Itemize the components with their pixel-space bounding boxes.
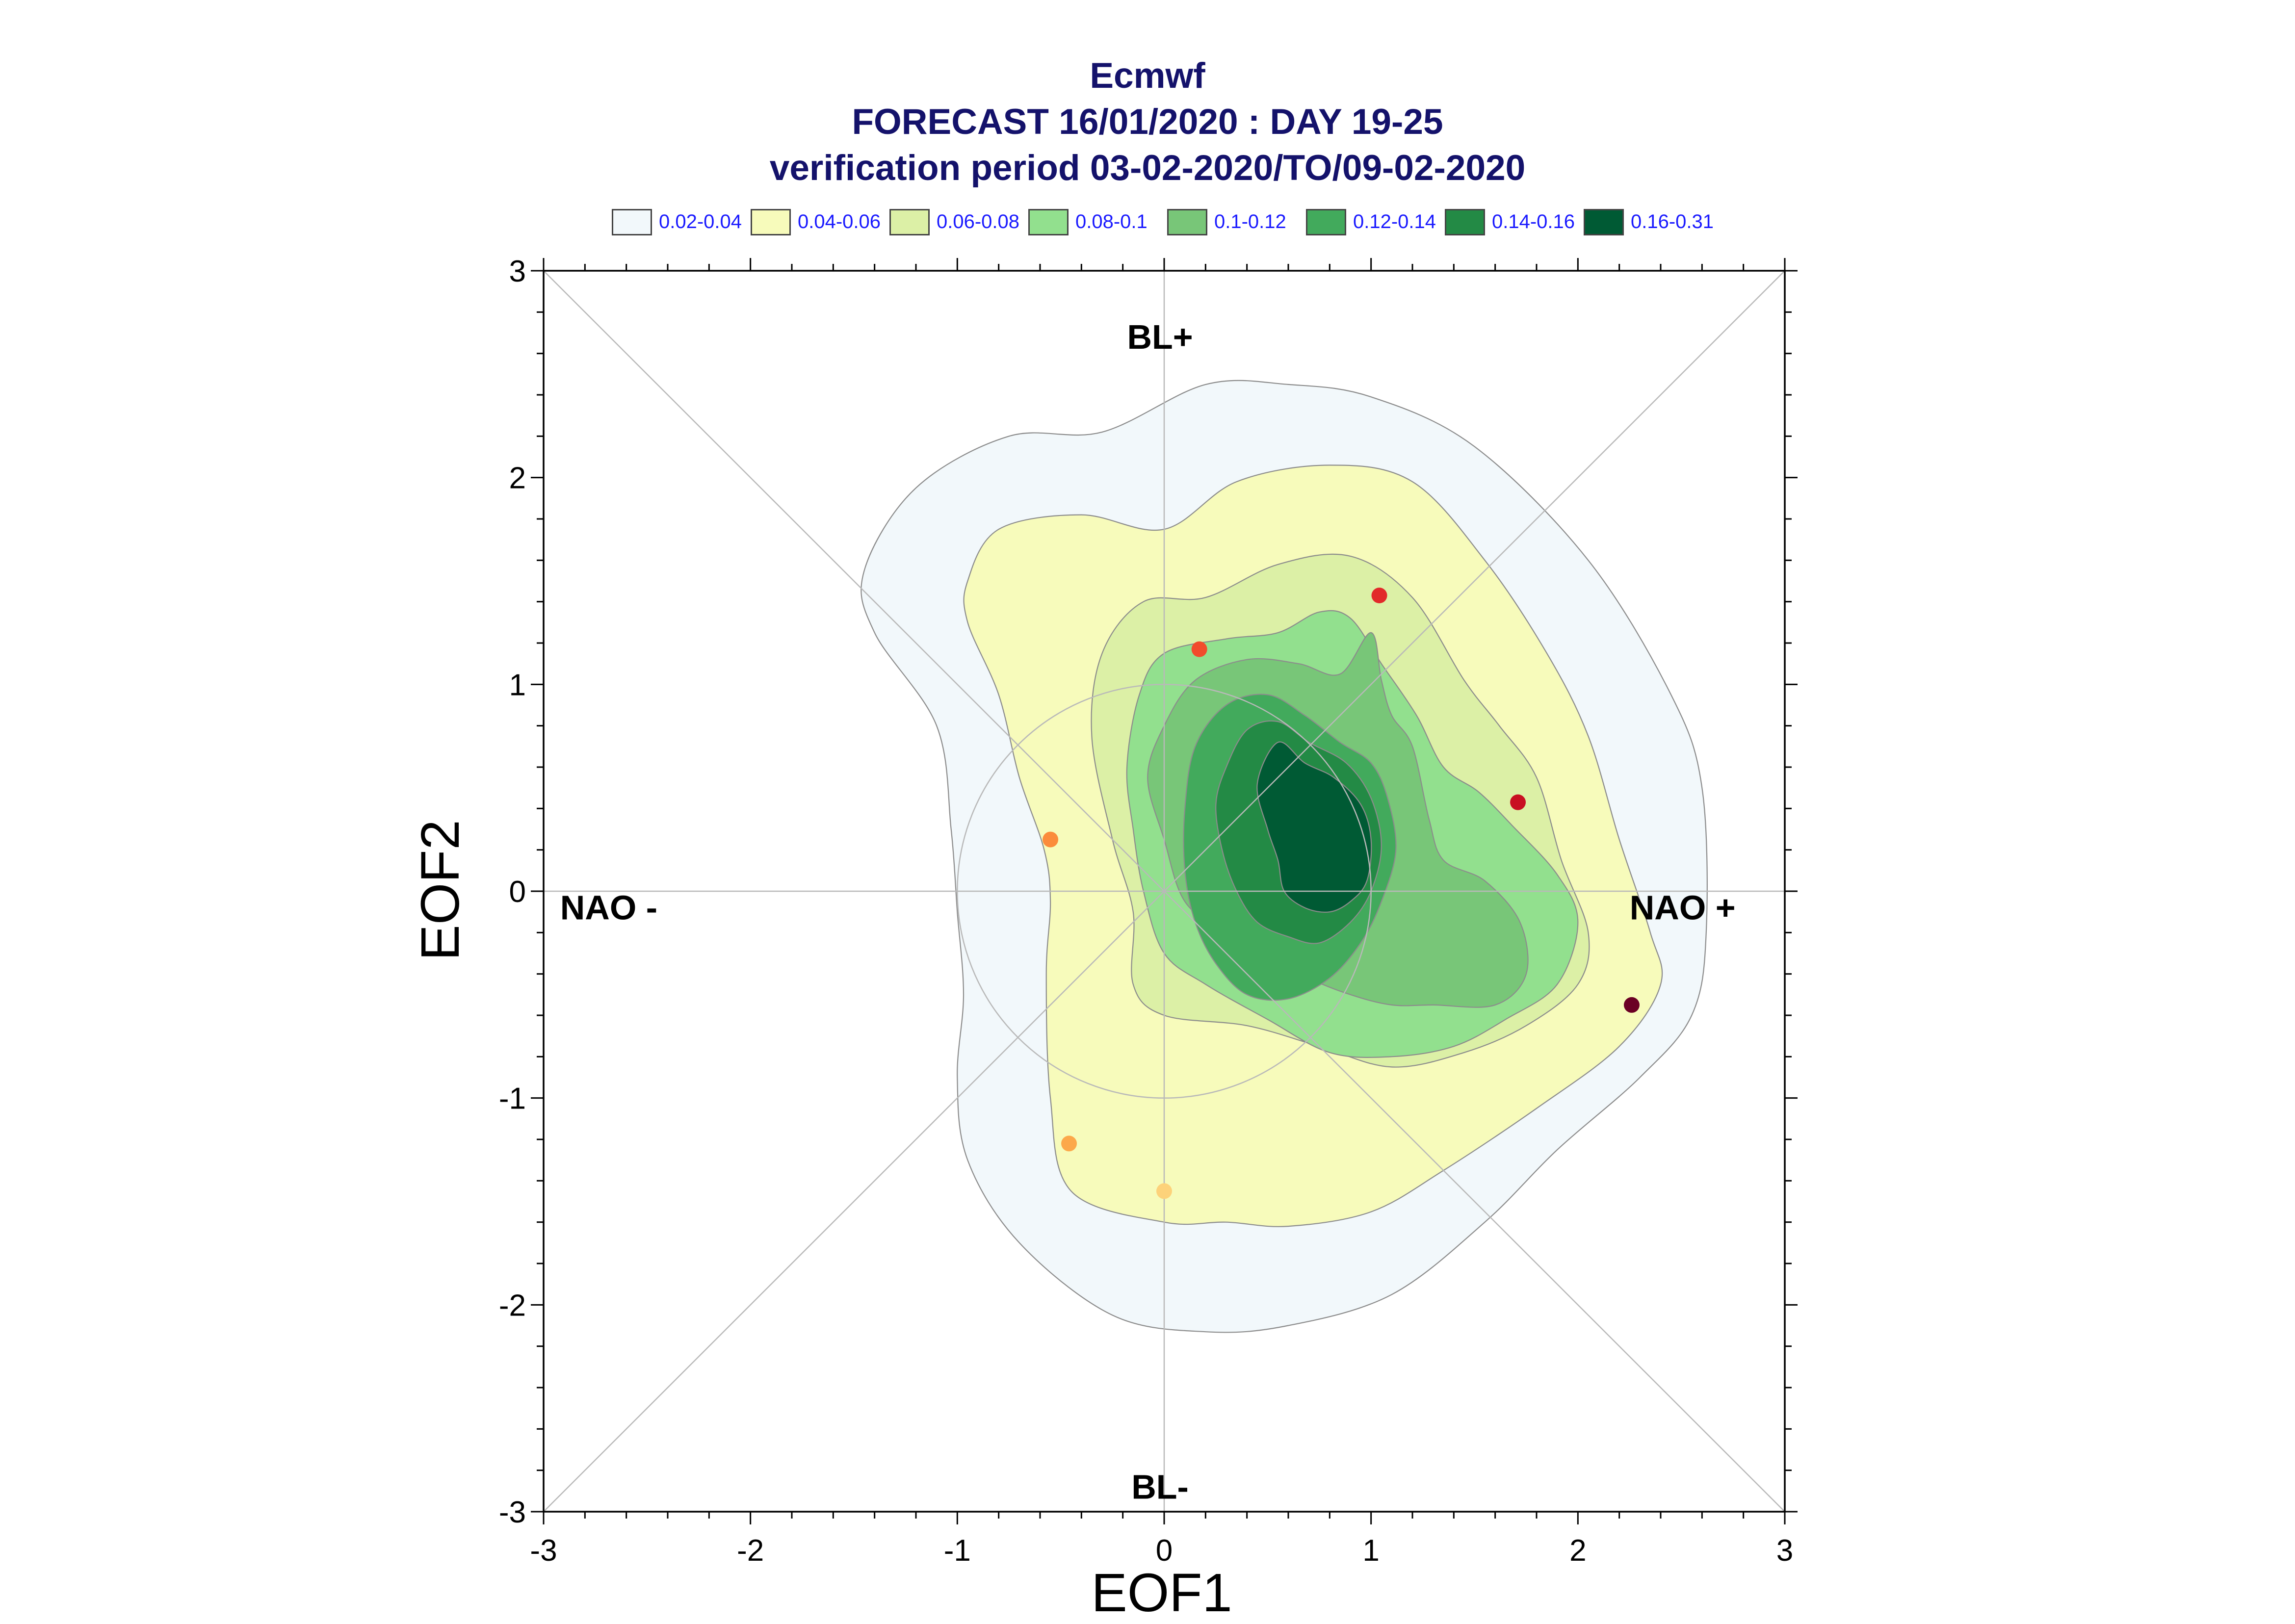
x-tick-label: -2 (737, 1534, 764, 1568)
forecast-point (1043, 831, 1059, 848)
legend-label: 0.12-0.14 (1353, 211, 1436, 232)
legend-label: 0.02-0.04 (659, 211, 742, 232)
regime-label-bl-minus: BL- (1131, 1468, 1189, 1506)
y-tick-label: 0 (509, 875, 526, 909)
contour-layer (861, 380, 1708, 1333)
forecast-points-layer (1043, 588, 1640, 1199)
chart-subtitle-forecast: FORECAST 16/01/2020 : DAY 19-25 (852, 102, 1443, 142)
y-tick-label: -2 (499, 1289, 526, 1322)
diagonal-line (543, 270, 1785, 1512)
y-tick-label: -1 (499, 1082, 526, 1116)
x-tick-label: 2 (1569, 1534, 1586, 1568)
reference-lines (543, 270, 1785, 1512)
legend-label: 0.06-0.08 (937, 211, 1020, 232)
forecast-point (1191, 641, 1207, 657)
legend-swatch (1584, 209, 1624, 235)
y-axis-title: EOF2 (410, 820, 470, 960)
x-tick-label: 1 (1362, 1534, 1379, 1568)
legend-swatch (612, 209, 652, 235)
forecast-point (1623, 997, 1640, 1013)
forecast-point (1061, 1135, 1077, 1152)
regime-label-bl-plus: BL+ (1127, 318, 1193, 356)
x-axis-title: EOF1 (1091, 1563, 1232, 1623)
legend-label: 0.1-0.12 (1214, 211, 1286, 232)
y-tick-label: 2 (509, 462, 526, 495)
unit-circle (957, 684, 1372, 1099)
legend-label: 0.08-0.1 (1075, 211, 1148, 232)
x-tick-label: -3 (530, 1534, 557, 1568)
x-tick-label: 3 (1776, 1534, 1793, 1568)
regime-labels-layer: BL+ BL- NAO - NAO + (560, 318, 1736, 1506)
x-tick-label: -1 (944, 1534, 971, 1568)
legend-swatch (1028, 209, 1069, 235)
contour-0.16-0.31 (1256, 741, 1372, 913)
y-tick-label: -3 (499, 1495, 526, 1529)
forecast-point (1510, 794, 1526, 810)
y-tick-label: 3 (509, 255, 526, 288)
legend-swatch (1445, 209, 1485, 235)
y-tick-label: 1 (509, 668, 526, 702)
forecast-point (1371, 588, 1387, 604)
forecast-point (1156, 1183, 1172, 1199)
chart-subtitle-verification: verification period 03-02-2020/TO/09-02-… (769, 148, 1526, 188)
x-tick-label: 0 (1156, 1534, 1173, 1568)
legend-label: 0.16-0.31 (1631, 211, 1714, 232)
legend-swatch (1306, 209, 1346, 235)
regime-label-nao-minus: NAO - (560, 889, 657, 927)
legend-swatch (751, 209, 791, 235)
legend-swatch (889, 209, 930, 235)
legend-label: 0.14-0.16 (1492, 211, 1575, 232)
chart-title: Ecmwf (1090, 56, 1205, 96)
legend-label: 0.04-0.06 (798, 211, 881, 232)
regime-label-nao-plus: NAO + (1630, 889, 1736, 927)
legend-swatch (1167, 209, 1207, 235)
tick-layer: -3 -2 -1 0 1 2 3 -3 -2 -1 0 1 2 3 (499, 255, 1798, 1568)
